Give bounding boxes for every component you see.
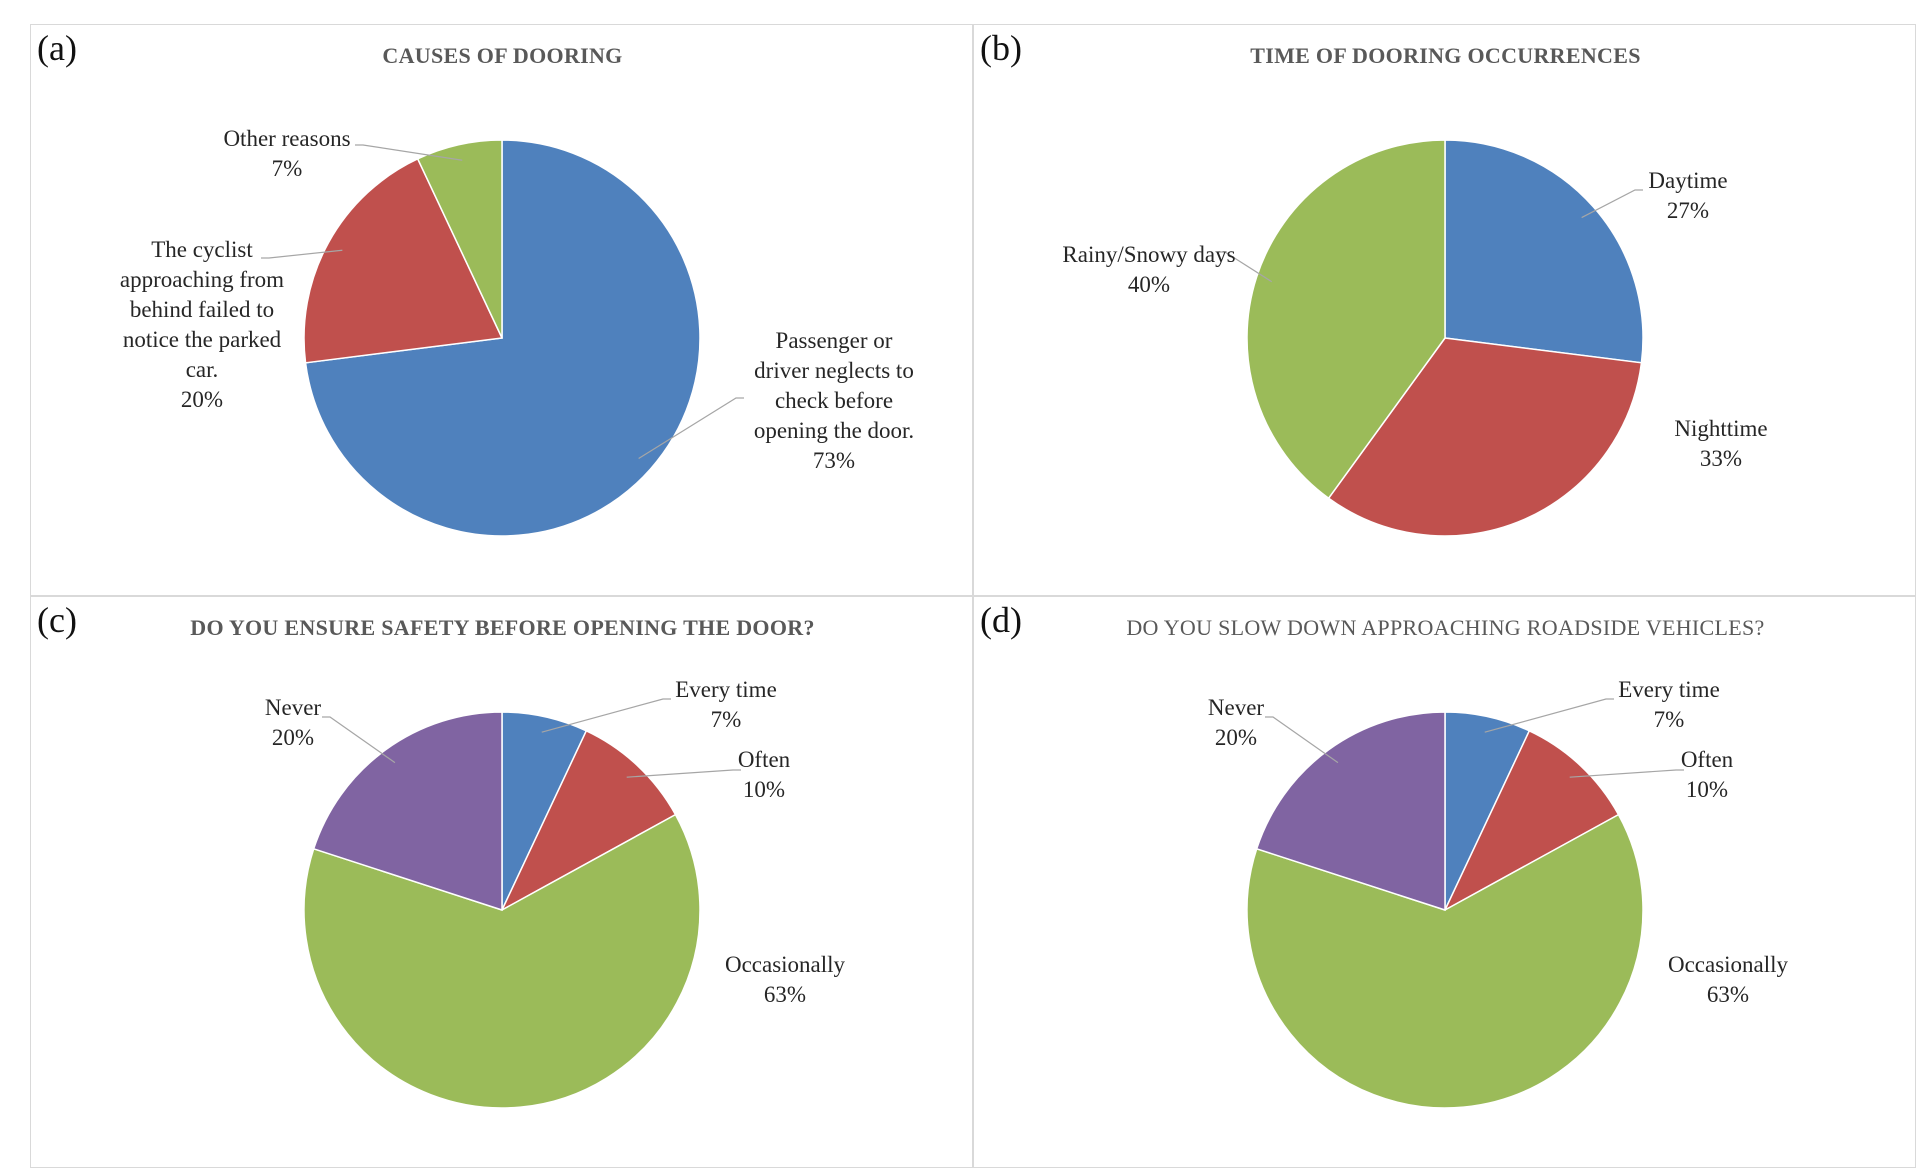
value-label: 20% xyxy=(1214,725,1258,750)
value-label: 40% xyxy=(1127,272,1171,297)
leader-line xyxy=(322,716,396,764)
leader-line xyxy=(1484,698,1614,733)
category-label: The cyclist approaching from behind fail… xyxy=(119,237,285,382)
value-label: 10% xyxy=(742,777,786,802)
leader-line xyxy=(355,144,463,161)
pie-chart xyxy=(1217,139,1644,537)
data-label: Often 10% xyxy=(738,745,790,805)
category-label: Occasionally xyxy=(724,952,846,977)
chart-title: TIME OF DOORING OCCURRENCES xyxy=(1250,43,1641,68)
data-label: Every time 7% xyxy=(675,675,777,735)
pie-slice xyxy=(1246,813,1644,1109)
value-label: 20% xyxy=(180,387,224,412)
data-label: Often 10% xyxy=(1681,745,1733,805)
pie-slice xyxy=(1246,139,1446,500)
panel-label: (a) xyxy=(37,28,77,68)
pie-slice xyxy=(500,729,677,912)
panel-label: (b) xyxy=(980,28,1022,68)
chart-title: DO YOU SLOW DOWN APPROACHING ROADSIDE VE… xyxy=(1126,615,1765,640)
pie-slice xyxy=(1443,729,1620,912)
leader-line xyxy=(638,397,744,459)
data-label: Never 20% xyxy=(1208,693,1264,753)
category-label: Every time xyxy=(1618,677,1720,702)
leader-line xyxy=(541,698,671,733)
chart-panel: (b) TIME OF DOORING OCCURRENCES Daytime 27%… xyxy=(973,24,1916,596)
category-label: Daytime xyxy=(1648,168,1728,193)
value-label: 73% xyxy=(812,448,856,473)
value-label: 7% xyxy=(710,707,742,732)
pie-slice xyxy=(312,711,503,912)
category-label: Every time xyxy=(675,677,777,702)
leader-line xyxy=(1569,769,1684,778)
leader-line xyxy=(1265,716,1339,764)
pie-slice xyxy=(303,157,504,364)
data-label: Every time 7% xyxy=(1618,675,1720,735)
panel-label: (d) xyxy=(980,600,1022,640)
value-label: 7% xyxy=(1653,707,1685,732)
value-label: 63% xyxy=(1706,982,1750,1007)
value-label: 63% xyxy=(763,982,807,1007)
value-label: 33% xyxy=(1699,446,1743,471)
data-label: Passenger or driver neglects to check be… xyxy=(747,326,922,476)
leader-line xyxy=(1217,251,1273,283)
category-label: Never xyxy=(1207,695,1265,720)
category-label: Rainy/Snowy days xyxy=(1062,242,1236,267)
chart-panel: (d) DO YOU SLOW DOWN APPROACHING ROADSIDE… xyxy=(973,596,1916,1168)
pie-slice xyxy=(1327,337,1643,537)
value-label: 27% xyxy=(1666,198,1710,223)
pie-slice xyxy=(416,139,503,339)
value-label: 20% xyxy=(271,725,315,750)
category-label: Other reasons xyxy=(223,126,351,151)
value-label: 7% xyxy=(271,156,303,181)
chart-panel: (c) DO YOU ENSURE SAFETY BEFORE OPENING T… xyxy=(30,596,973,1168)
data-label: Rainy/Snowy days 40% xyxy=(1062,240,1235,300)
leader-line xyxy=(626,769,741,778)
chart-title: DO YOU ENSURE SAFETY BEFORE OPENING THE … xyxy=(190,615,815,640)
category-label: Often xyxy=(737,747,791,772)
pie-slice xyxy=(1255,711,1446,912)
data-label: Daytime 27% xyxy=(1648,166,1727,226)
data-label: Other reasons 7% xyxy=(223,124,350,184)
category-label: Often xyxy=(1680,747,1734,772)
category-label: Never xyxy=(264,695,322,720)
leader-line xyxy=(261,249,343,259)
data-label: Occasionally 63% xyxy=(1668,950,1788,1010)
data-label: Never 20% xyxy=(265,693,321,753)
category-label: Passenger or driver neglects to check be… xyxy=(753,328,915,443)
pie-slice xyxy=(303,813,701,1109)
panel-label: (c) xyxy=(37,600,77,640)
category-label: Nighttime xyxy=(1674,416,1768,441)
data-label: The cyclist approaching from behind fail… xyxy=(120,235,285,415)
chart-panel: (a) CAUSES OF DOORING Passenger or driver … xyxy=(30,24,973,596)
pie-chart xyxy=(261,139,744,537)
pie-slice xyxy=(1444,139,1644,364)
leader-line xyxy=(1581,189,1643,219)
pie-chart xyxy=(1246,698,1684,1109)
data-label: Occasionally 63% xyxy=(725,950,845,1010)
value-label: 10% xyxy=(1685,777,1729,802)
chart-title: CAUSES OF DOORING xyxy=(382,43,623,68)
data-label: Nighttime 33% xyxy=(1674,414,1767,474)
pie-chart xyxy=(303,698,741,1109)
category-label: Occasionally xyxy=(1667,952,1789,977)
